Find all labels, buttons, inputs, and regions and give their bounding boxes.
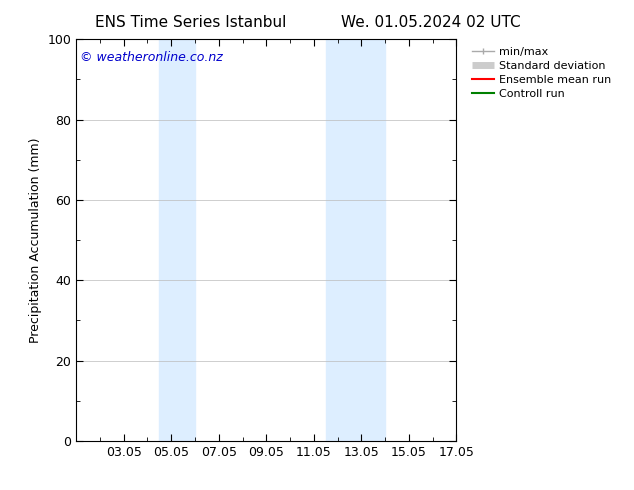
Y-axis label: Precipitation Accumulation (mm): Precipitation Accumulation (mm) bbox=[29, 137, 42, 343]
Text: We. 01.05.2024 02 UTC: We. 01.05.2024 02 UTC bbox=[341, 15, 521, 30]
Bar bbox=[159, 39, 195, 441]
Text: © weatheronline.co.nz: © weatheronline.co.nz bbox=[80, 51, 223, 64]
Legend: min/max, Standard deviation, Ensemble mean run, Controll run: min/max, Standard deviation, Ensemble me… bbox=[470, 45, 613, 101]
Text: ENS Time Series Istanbul: ENS Time Series Istanbul bbox=[94, 15, 286, 30]
Bar bbox=[326, 39, 385, 441]
